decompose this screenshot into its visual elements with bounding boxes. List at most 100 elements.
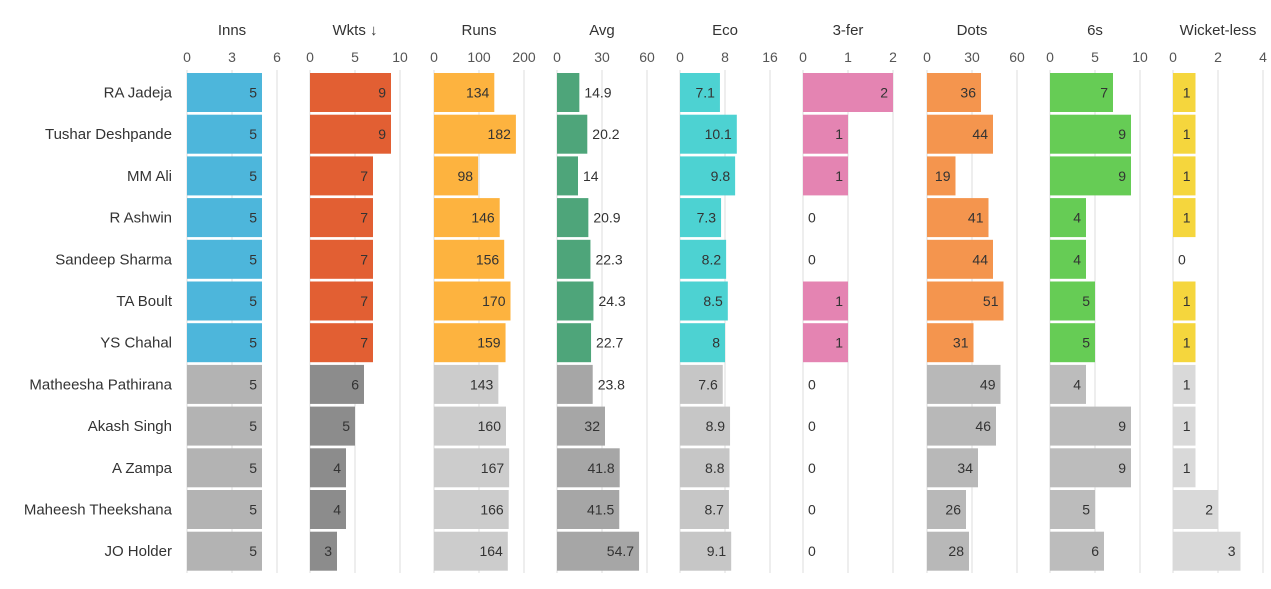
value-label: 5 [1082, 502, 1090, 518]
bar [1050, 114, 1131, 154]
value-label: 1 [835, 335, 843, 351]
value-label: 36 [960, 85, 976, 101]
value-label: 8.8 [705, 460, 725, 476]
value-label: 0 [808, 460, 816, 476]
bar [927, 323, 974, 363]
value-label: 8.9 [706, 418, 726, 434]
bar [1173, 448, 1196, 488]
column-header: Runs [461, 22, 496, 39]
bar [927, 531, 969, 571]
bar [310, 448, 346, 488]
bar [187, 531, 262, 571]
value-label: 3 [324, 543, 332, 559]
value-label: 8.5 [703, 293, 723, 309]
bar [434, 114, 516, 154]
bar [1173, 490, 1218, 529]
bar [557, 281, 594, 321]
bar [434, 448, 510, 488]
tick-label: 0 [553, 49, 561, 65]
value-label: 0 [808, 251, 816, 267]
bar [927, 448, 978, 488]
value-label: 160 [478, 418, 502, 434]
value-label: 0 [808, 502, 816, 518]
value-label: 20.2 [592, 126, 619, 142]
tick-label: 60 [639, 49, 655, 65]
bar [803, 114, 848, 154]
value-label: 5 [249, 168, 257, 184]
value-label: 5 [249, 126, 257, 142]
bar [680, 114, 737, 154]
bar [1050, 198, 1086, 238]
bar [680, 448, 730, 488]
bar [310, 198, 373, 238]
value-label: 44 [972, 126, 988, 142]
value-label: 5 [249, 335, 257, 351]
tick-label: 2 [1214, 49, 1222, 65]
value-label: 41 [968, 210, 984, 226]
value-label: 4 [333, 502, 341, 518]
value-label: 0 [808, 543, 816, 559]
bar [310, 490, 346, 529]
value-label: 1 [835, 126, 843, 142]
value-label: 28 [948, 543, 964, 559]
bar [1050, 281, 1095, 321]
bar [557, 156, 578, 196]
tick-label: 16 [762, 49, 778, 65]
bar [1050, 406, 1131, 446]
tick-label: 0 [923, 49, 931, 65]
value-label: 41.5 [587, 502, 614, 518]
value-label: 23.8 [598, 376, 625, 392]
value-label: 19 [935, 168, 951, 184]
bar [1173, 73, 1196, 112]
bar [803, 156, 848, 196]
value-label: 10.1 [705, 126, 732, 142]
bar [434, 406, 506, 446]
value-label: 7 [360, 251, 368, 267]
bar [927, 156, 956, 196]
bar [803, 73, 893, 112]
value-label: 9.1 [707, 543, 727, 559]
bar [187, 490, 262, 529]
row-label: JO Holder [104, 543, 172, 560]
bar [680, 406, 731, 446]
value-label: 34 [957, 460, 973, 476]
value-label: 4 [1073, 251, 1081, 267]
bar [434, 239, 505, 279]
value-label: 32 [584, 418, 600, 434]
tick-label: 10 [1132, 49, 1148, 65]
bar [557, 198, 589, 238]
value-label: 4 [1073, 210, 1081, 226]
bar [557, 239, 591, 279]
bar [434, 531, 508, 571]
tick-label: 100 [467, 49, 491, 65]
bar [927, 490, 966, 529]
bar [187, 73, 262, 112]
tick-label: 0 [183, 49, 191, 65]
bar [434, 281, 511, 321]
bar [680, 323, 725, 363]
column-header: 6s [1087, 22, 1103, 39]
value-label: 4 [333, 460, 341, 476]
value-label: 5 [249, 418, 257, 434]
value-label: 5 [249, 502, 257, 518]
value-label: 46 [975, 418, 991, 434]
bar [1050, 323, 1095, 363]
tick-label: 30 [594, 49, 610, 65]
value-label: 98 [458, 168, 474, 184]
bar [680, 490, 729, 529]
value-label: 166 [480, 502, 504, 518]
value-label: 170 [482, 293, 506, 309]
bar [187, 281, 262, 321]
tick-label: 10 [392, 49, 408, 65]
value-label: 7 [360, 335, 368, 351]
bar [927, 406, 996, 446]
bar [557, 114, 588, 154]
value-label: 4 [1073, 376, 1081, 392]
bar [557, 73, 580, 112]
value-label: 2 [1205, 502, 1213, 518]
bar [1050, 448, 1131, 488]
row-label: YS Chahal [100, 335, 172, 352]
tick-label: 4 [1259, 49, 1267, 65]
bar [927, 114, 993, 154]
